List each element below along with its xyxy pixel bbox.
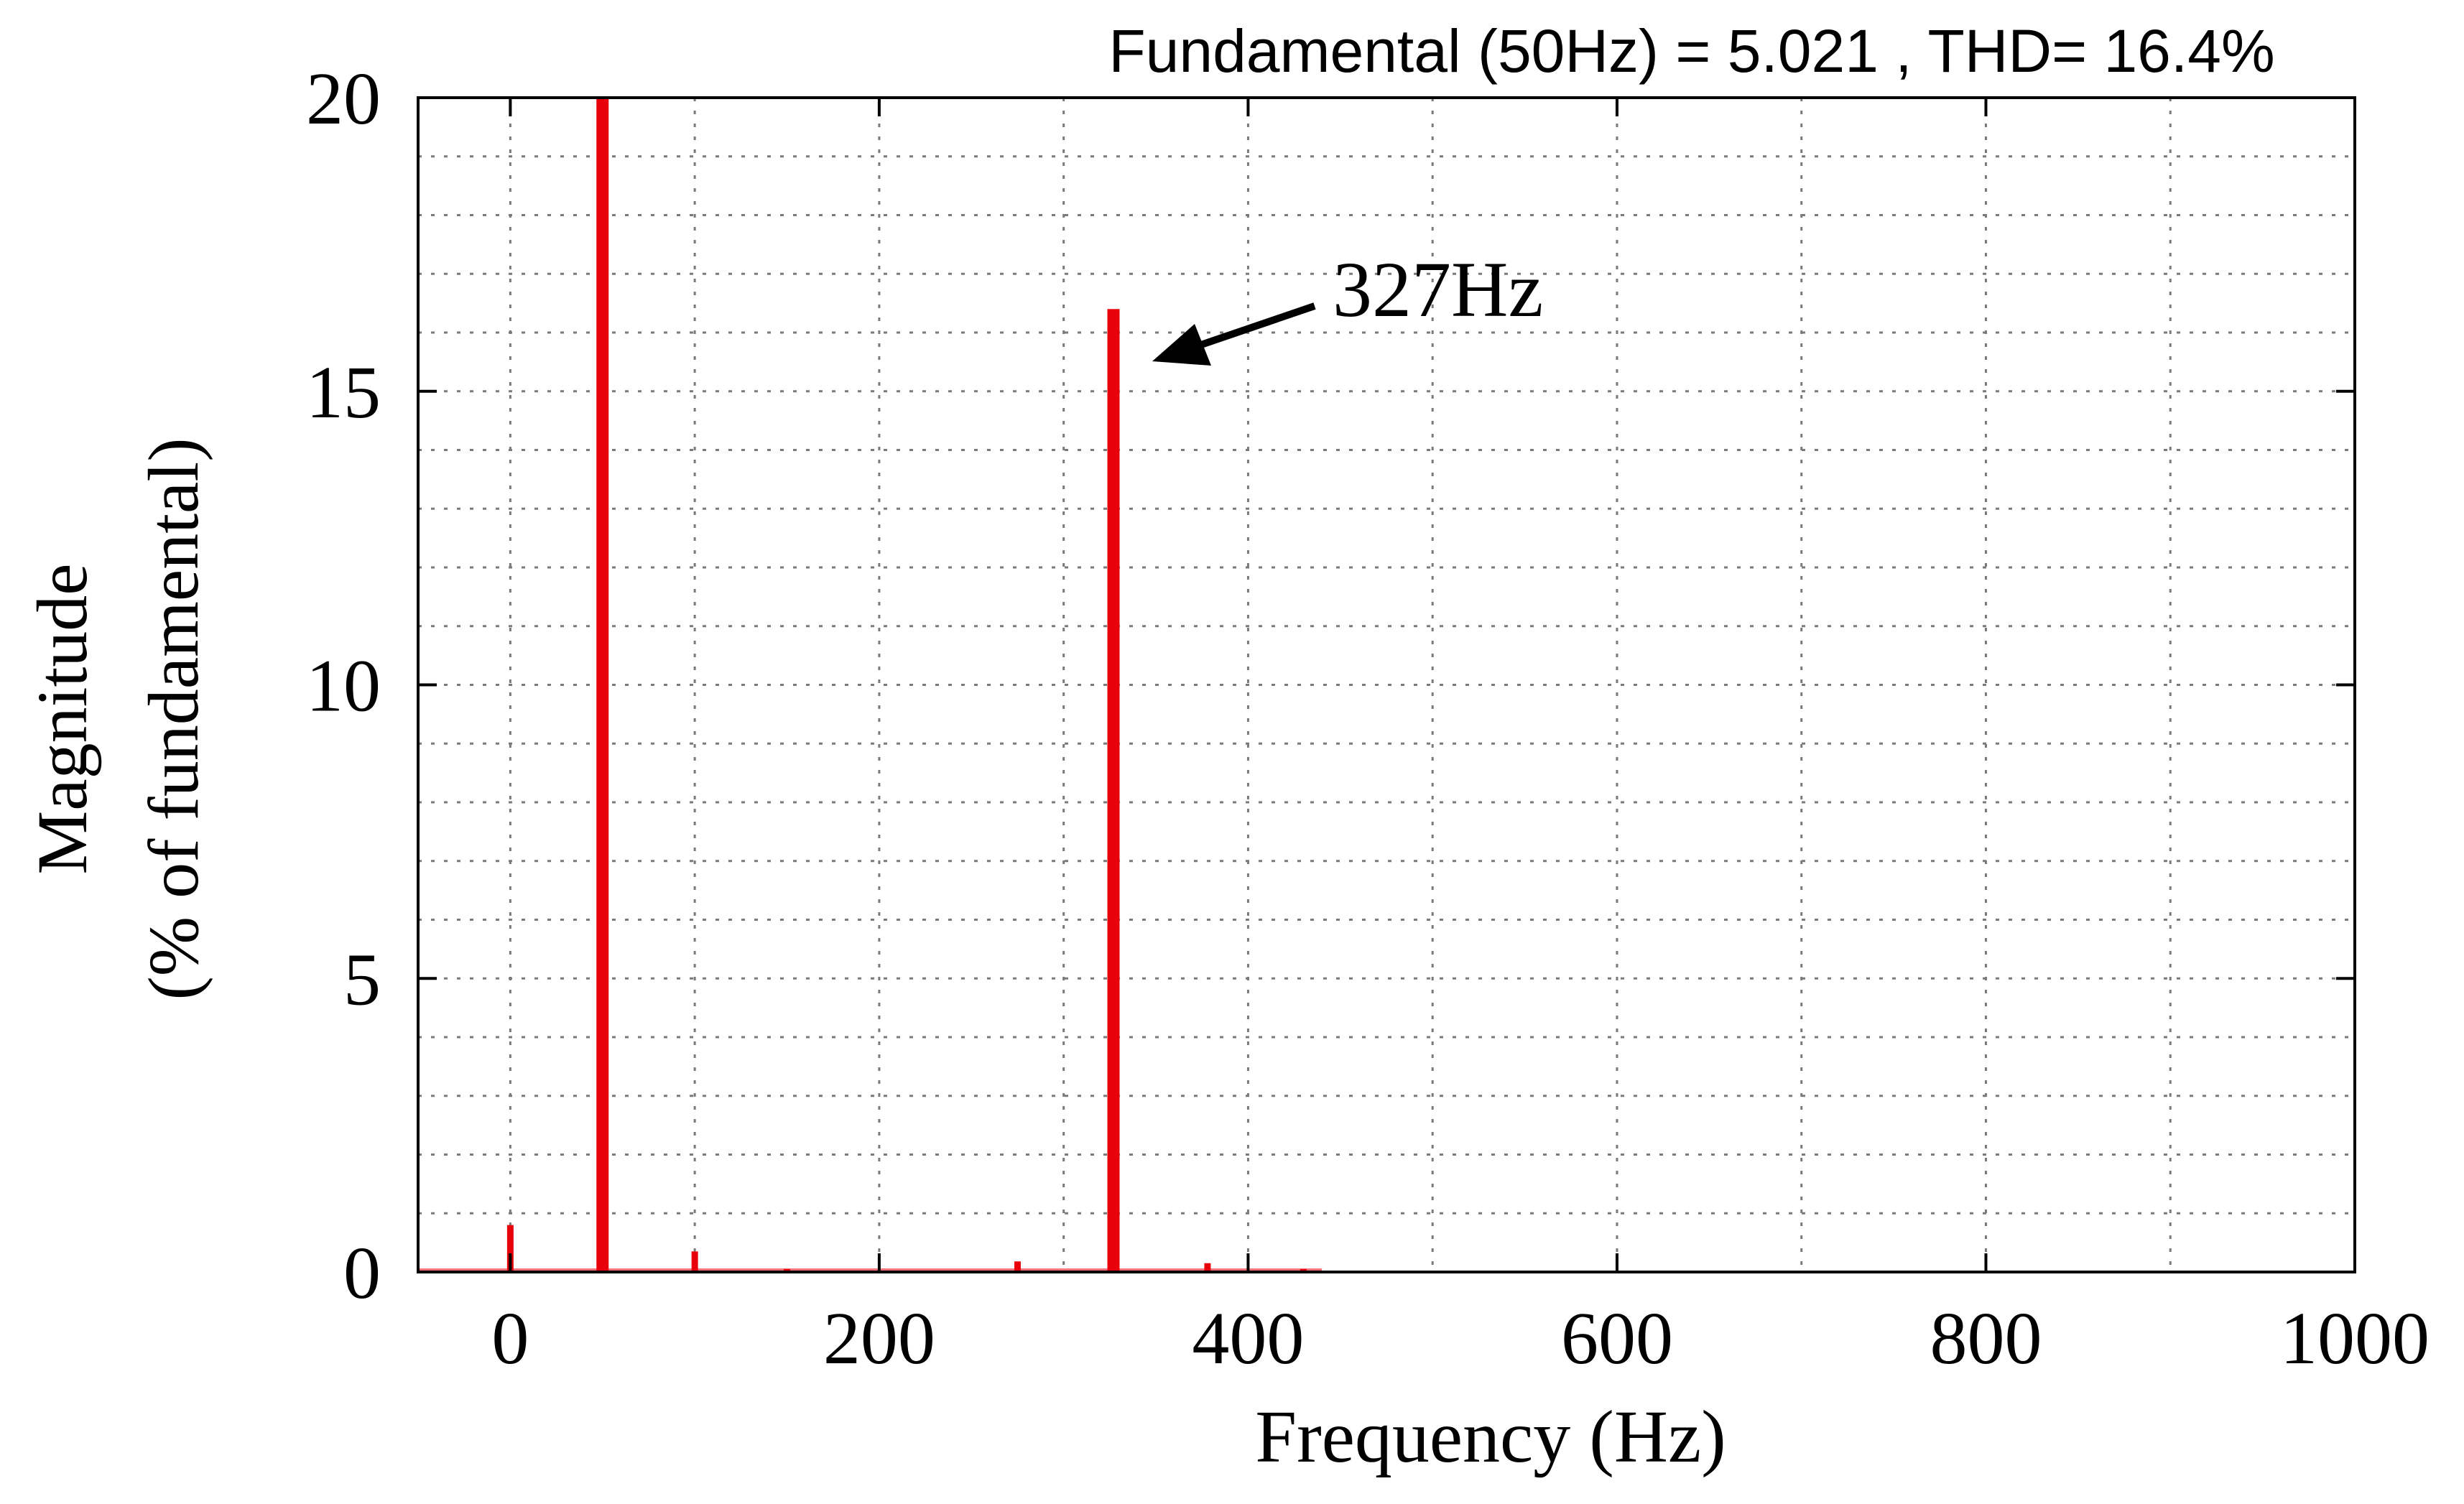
chart-title: Fundamental (50Hz) = 5.021 , THD= 16.4% [1108, 17, 2274, 85]
y-axis-label: Magnitude (% of fundamental) [22, 437, 213, 1000]
x-tick-label: 400 [1192, 1297, 1304, 1380]
y-axis-label-line1: Magnitude [22, 563, 102, 874]
spectrum-bar [1107, 309, 1120, 1272]
x-tick-label: 800 [1930, 1297, 2042, 1380]
y-axis-label-line2: (% of fundamental) [134, 437, 213, 1000]
x-tick-label: 600 [1561, 1297, 1673, 1380]
axis-ticks [418, 96, 2356, 1273]
x-tick-labels: 0 200 400 600 800 1000 [491, 1297, 2430, 1380]
peak-annotation: 327Hz [1152, 246, 1543, 366]
x-tick-label: 200 [823, 1297, 935, 1380]
spectrum-bar [506, 1225, 514, 1272]
x-axis-label: Frequency (Hz) [1255, 1396, 1726, 1478]
annotation-arrow-shaft [1200, 302, 1316, 348]
noise-floor [418, 1268, 1323, 1271]
y-tick-label: 5 [343, 938, 381, 1021]
spectrum-bar [596, 98, 609, 1272]
spectrum-bar [1014, 1261, 1021, 1272]
annotation-arrow-head [1152, 324, 1211, 366]
y-tick-label: 10 [306, 645, 381, 728]
spectrum-bar [1204, 1263, 1211, 1272]
y-tick-label: 20 [306, 57, 381, 140]
spectrum-bar [691, 1251, 698, 1272]
y-tick-labels: 0 5 10 15 20 [306, 57, 381, 1314]
x-tick-label: 0 [491, 1297, 529, 1380]
bar-series [418, 98, 1323, 1272]
x-tick-label: 1000 [2280, 1297, 2430, 1380]
annotation-label: 327Hz [1333, 246, 1543, 333]
y-tick-label: 15 [306, 351, 381, 434]
y-tick-label: 0 [343, 1232, 381, 1314]
grid-lines [418, 98, 2355, 1272]
